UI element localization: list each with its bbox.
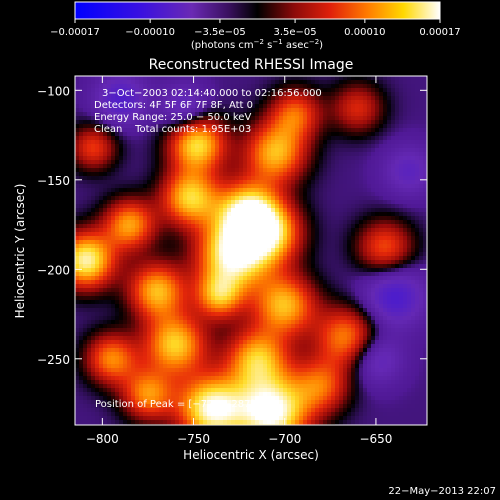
- colorbar-gradient: [74, 1, 441, 20]
- colorbar-tick-label: −3.5e−05: [194, 27, 246, 38]
- annotation-energy: Energy Range: 25.0 − 50.0 keV: [94, 112, 251, 123]
- x-tick-label: −700: [268, 432, 301, 446]
- colorbar: −0.00017 −0.00010 −3.5e−05 3.5e−05 0.00010 0.…: [50, 1, 461, 51]
- colorbar-units: (photons cm−2 s−1 asec−2): [191, 38, 323, 51]
- y-tick-label: −250: [37, 353, 70, 367]
- annotations: 3−Oct−2003 02:14:40.000 to 02:16:56.000 …: [94, 88, 322, 410]
- colorbar-tick-label: −0.00017: [50, 27, 100, 38]
- x-axis-label: Heliocentric X (arcsec): [183, 448, 319, 462]
- annotation-peak: Position of Peak = [−723,−287]: [95, 399, 254, 410]
- colorbar-tick-label: −0.00010: [125, 27, 175, 38]
- plot-frame: [74, 75, 428, 426]
- y-tick-label: −200: [37, 263, 70, 277]
- y-axis: −100 −150 −200 −250: [37, 84, 427, 367]
- x-tick-label: −650: [359, 432, 392, 446]
- chart-title: Reconstructed RHESSI Image: [149, 57, 354, 73]
- y-axis-label: Heliocentric Y (arcsec): [13, 184, 27, 319]
- heatmap-image: [75, 76, 427, 425]
- x-tick-label: −750: [177, 432, 210, 446]
- colorbar-tick-label: 3.5e−05: [273, 27, 316, 38]
- annotation-clean: Clean Total counts: 1.95E+03: [94, 124, 251, 135]
- colorbar-tick-label: 0.00017: [419, 27, 460, 38]
- x-axis: −800 −750 −700 −650: [86, 76, 392, 446]
- colorbar-tick-label: 0.00010: [344, 27, 385, 38]
- y-tick-label: −150: [37, 174, 70, 188]
- annotation-detectors: Detectors: 4F 5F 6F 7F 8F, Att 0: [94, 100, 253, 111]
- y-tick-label: −100: [37, 84, 70, 98]
- plot-area: [75, 76, 427, 425]
- footer-date: 22−May−2013 22:07: [388, 486, 496, 497]
- colorbar-ticks: −0.00017 −0.00010 −3.5e−05 3.5e−05 0.00010 0.…: [50, 19, 461, 38]
- x-tick-label: −800: [86, 432, 119, 446]
- annotation-time: 3−Oct−2003 02:14:40.000 to 02:16:56.000: [102, 88, 322, 99]
